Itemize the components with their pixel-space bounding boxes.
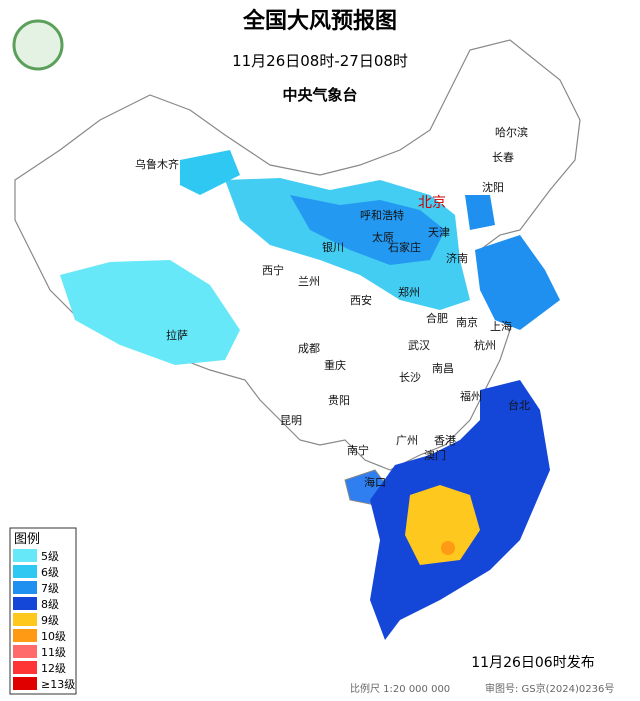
legend-swatch <box>13 565 37 578</box>
legend: 图例 5级 6级 7级 8级 9级 10级 11级 12级 ≥13级 <box>9 527 77 695</box>
legend-swatch <box>13 645 37 658</box>
city-label: 银川 <box>322 240 344 254</box>
city-label: 郑州 <box>398 285 420 299</box>
legend-label: 6级 <box>41 566 59 579</box>
legend-label: 7级 <box>41 582 59 595</box>
city-label: 南宁 <box>347 443 369 457</box>
publish-time: 11月26日06时发布 <box>471 655 594 671</box>
legend-label: 9级 <box>41 614 59 627</box>
city-label: 拉萨 <box>166 328 188 342</box>
legend-label: 11级 <box>41 646 66 659</box>
legend-swatch <box>13 661 37 674</box>
legend-swatch <box>13 613 37 626</box>
wind-area-10 <box>441 541 455 555</box>
city-label: 武汉 <box>408 339 430 352</box>
legend-label: ≥13级 <box>41 678 75 691</box>
legend-swatch <box>13 581 37 594</box>
wind-area-7b <box>475 235 560 330</box>
legend-swatch <box>13 677 37 690</box>
city-label: 合肥 <box>426 311 448 325</box>
wind-area-9 <box>405 485 480 565</box>
wind-area-6b <box>180 150 240 195</box>
city-label: 石家庄 <box>388 240 421 254</box>
city-label: 香港 <box>434 434 456 447</box>
city-label: 济南 <box>446 251 468 265</box>
city-label: 沈阳 <box>482 180 504 194</box>
city-label: 哈尔滨 <box>495 125 528 139</box>
city-label: 乌鲁木齐 <box>135 157 179 171</box>
map-approval: 审图号: GS京(2024)0236号 <box>485 682 614 695</box>
city-label: 西宁 <box>262 263 284 277</box>
wind-area-7c <box>465 195 495 230</box>
city-label: 长沙 <box>399 371 421 384</box>
map-period: 11月26日08时-27日08时 <box>232 52 408 70</box>
wind-area-7 <box>290 195 445 265</box>
legend-label: 10级 <box>41 630 66 643</box>
city-label: 贵阳 <box>328 394 350 407</box>
legend-label: 12级 <box>41 662 66 675</box>
city-label: 澳门 <box>424 448 446 462</box>
city-label: 上海 <box>490 319 512 333</box>
city-label: 呼和浩特 <box>360 208 404 222</box>
city-label: 兰州 <box>298 275 320 288</box>
city-label: 南京 <box>456 315 478 329</box>
city-label: 重庆 <box>324 358 346 372</box>
map-scale: 比例尺 1:20 000 000 <box>350 682 450 695</box>
legend-label: 8级 <box>41 598 59 611</box>
city-label: 福州 <box>460 389 482 403</box>
legend-swatch <box>13 629 37 642</box>
city-label: 杭州 <box>474 338 496 352</box>
city-label: 成都 <box>298 342 320 355</box>
wind-area-5 <box>60 260 240 365</box>
city-label: 北京 <box>418 195 446 211</box>
city-label: 长春 <box>492 151 514 164</box>
city-label: 海口 <box>364 475 386 489</box>
legend-swatch <box>13 597 37 610</box>
city-label: 西安 <box>350 293 372 307</box>
city-label: 太原 <box>372 231 394 244</box>
legend-swatch <box>13 549 37 562</box>
legend-title: 图例 <box>14 532 40 547</box>
city-label: 南昌 <box>432 362 454 375</box>
map-issuer: 中央气象台 <box>282 86 357 104</box>
city-label: 广州 <box>396 434 418 447</box>
city-label: 昆明 <box>280 414 302 427</box>
logo <box>12 19 64 71</box>
legend-label: 5级 <box>41 550 59 563</box>
city-labels: 乌鲁木齐 哈尔滨 长春 沈阳 北京 天津 呼和浩特 太原 石家庄 银川 济南 西… <box>135 125 530 489</box>
city-label: 台北 <box>508 398 530 412</box>
map-title: 全国大风预报图 <box>242 8 397 34</box>
city-label: 天津 <box>428 226 450 239</box>
